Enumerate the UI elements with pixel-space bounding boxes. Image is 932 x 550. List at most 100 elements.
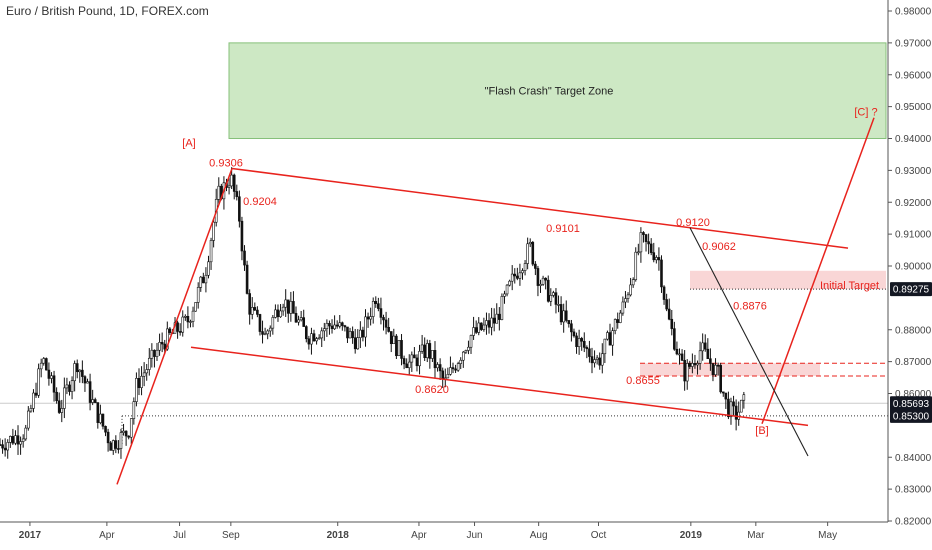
wave-a-line — [116, 168, 233, 485]
candle-body — [580, 338, 583, 342]
y-tick-label: 0.88000 — [895, 325, 932, 336]
candle-body — [513, 273, 517, 277]
candle-body — [495, 313, 499, 324]
wave-c-projection-line — [761, 117, 875, 425]
candle-body — [109, 442, 112, 451]
price-tag-label: 0.85693 — [893, 399, 930, 410]
candle-body — [351, 331, 354, 339]
candle-body — [490, 317, 493, 328]
price-tag — [890, 408, 932, 423]
candle-body — [312, 333, 316, 342]
candle-body — [250, 307, 254, 315]
candle-body — [335, 324, 339, 327]
candle-body — [163, 343, 167, 350]
y-tick-label: 0.91000 — [895, 230, 932, 241]
channel-lower-line — [190, 346, 809, 427]
y-tick-label: 0.95000 — [895, 102, 932, 113]
candle-body — [186, 315, 190, 323]
candlestick-series — [0, 167, 746, 459]
y-tick-label: 0.83000 — [895, 485, 932, 496]
annotation-label: 0.9204 — [243, 196, 277, 208]
y-tick-label: 0.90000 — [895, 262, 932, 273]
candle-body — [480, 322, 483, 330]
candle-body — [436, 364, 439, 369]
candle-body — [140, 375, 143, 388]
candle-body — [446, 374, 450, 379]
candle-body — [431, 350, 434, 359]
candle-body — [649, 243, 653, 253]
candle-body — [11, 436, 15, 444]
candle-body — [73, 363, 76, 382]
candle-body — [608, 332, 612, 346]
candle-body — [377, 303, 380, 309]
candle-body — [91, 399, 94, 403]
candle-body — [135, 378, 138, 402]
candle-body — [353, 337, 357, 350]
candle-body — [624, 298, 627, 303]
candle-body — [266, 330, 269, 335]
y-tick-label: 0.94000 — [895, 134, 932, 145]
candle-body — [129, 418, 133, 438]
annotation-label: 0.8620 — [415, 384, 449, 396]
candle-body — [400, 340, 403, 359]
candle-body — [145, 369, 149, 374]
candle-body — [60, 408, 64, 413]
candle-body — [111, 440, 115, 451]
candle-body — [685, 363, 689, 382]
candle-body — [88, 381, 92, 403]
candle-body — [433, 350, 437, 369]
chart-title: Euro / British Pound, 1D, FOREX.com — [6, 4, 209, 18]
candle-body — [178, 331, 182, 333]
candle-body — [420, 344, 424, 352]
candle-body — [629, 284, 632, 296]
candle-body — [271, 317, 275, 329]
candle-body — [356, 337, 360, 350]
candle-body — [114, 440, 118, 449]
candle-body — [709, 358, 712, 364]
candle-body — [644, 234, 648, 242]
candle-body — [150, 349, 154, 359]
y-tick-label: 0.87000 — [895, 357, 932, 368]
candle-body — [243, 250, 246, 266]
candle-body — [184, 315, 187, 318]
candle-body — [227, 185, 231, 188]
candle-body — [549, 295, 553, 302]
price-tag — [890, 396, 932, 411]
candle-body — [70, 380, 74, 392]
candle-body — [546, 279, 550, 302]
candle-body — [384, 319, 388, 328]
candle-body — [474, 327, 478, 333]
price-tag-label: 0.85300 — [893, 411, 930, 422]
candle-body — [119, 432, 123, 449]
candle-body — [124, 430, 128, 437]
candle-body — [153, 349, 156, 357]
candle-body — [423, 344, 426, 359]
candle-body — [292, 301, 295, 314]
candle-body — [83, 376, 87, 384]
candle-body — [395, 335, 398, 357]
candle-body — [297, 319, 300, 323]
candle-body — [737, 411, 741, 420]
candle-body — [572, 331, 576, 337]
candle-body — [600, 353, 604, 366]
candle-body — [613, 319, 617, 331]
candle-body — [207, 261, 210, 276]
candle-body — [65, 384, 69, 389]
candle-body — [389, 331, 393, 345]
candle-body — [52, 375, 56, 393]
candle-body — [526, 243, 529, 264]
candle-body — [24, 427, 28, 440]
candle-body — [317, 337, 321, 340]
candle-body — [240, 220, 244, 252]
candle-body — [693, 363, 697, 366]
candle-body — [402, 358, 406, 365]
candle-body — [310, 333, 313, 345]
price-tag — [890, 282, 932, 297]
candle-body — [57, 400, 61, 413]
annotation-label: [A] — [182, 138, 195, 150]
x-tick-label: May — [818, 530, 837, 541]
candle-body — [194, 302, 197, 312]
candle-body — [451, 367, 455, 370]
x-tick-label: Apr — [99, 530, 115, 541]
